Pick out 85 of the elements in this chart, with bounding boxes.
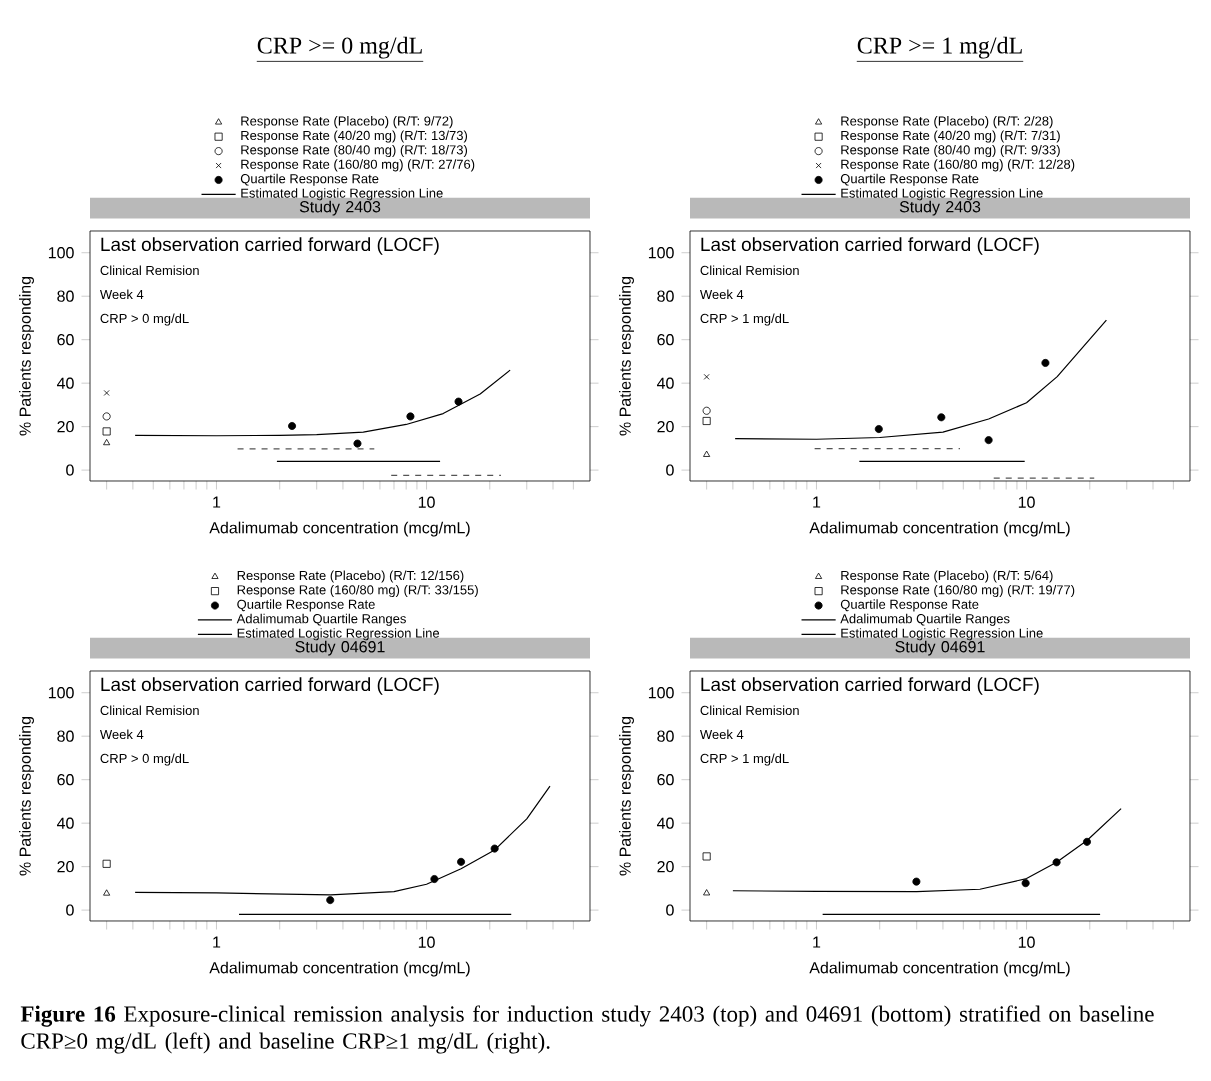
x-tick-label: 1: [813, 496, 821, 508]
x-tick-label: 10: [1018, 496, 1035, 508]
y-axis-title: % Patients responding: [619, 717, 634, 876]
legend-label: Response Rate (Placebo) (R/T: 2/28): [841, 116, 1053, 129]
y-tick-label: 100: [648, 247, 674, 259]
x-tick-label: 1: [813, 936, 821, 948]
legend-label: Adalimumab Quartile Ranges: [840, 613, 1010, 626]
annotation: CRP > 1 mg/dL: [700, 313, 789, 326]
legend-label: Response Rate (40/20 mg) (R/T: 7/31): [841, 130, 1060, 143]
annotation: Week 4: [699, 729, 744, 740]
legend-label: Response Rate (80/40 mg) (R/T: 18/73): [241, 144, 468, 158]
annotation: Last observation carried forward (LOCF): [101, 237, 439, 255]
y-tick-label: 40: [56, 817, 74, 829]
legend-label: Response Rate (Placebo) (R/T: 5/64): [841, 570, 1053, 583]
y-tick-label: 20: [657, 860, 674, 873]
y-tick-label: 60: [657, 774, 674, 786]
y-tick-label: 80: [57, 290, 74, 302]
annotation: Week 4: [99, 289, 144, 300]
y-tick-label: 60: [657, 334, 674, 346]
chart-title: Study 04691: [895, 640, 985, 656]
y-tick-label: 100: [48, 247, 74, 259]
legend-label: Response Rate (160/80 mg) (R/T: 19/77): [841, 584, 1075, 598]
legend-label: Adalimumab Quartile Ranges: [236, 613, 406, 626]
x-tick-label: 10: [418, 496, 435, 508]
y-tick-label: 80: [657, 290, 674, 302]
text: Figure 16 Exposure-clinical remission analysis for induction study 2403 (top) and 04691 (bottom) stratified on baseline CRP≥0 mg/dL (left) and baseline CRP≥1 mg/dL (right).: [20, 1005, 1154, 1054]
chart-title: Study 04691: [295, 640, 385, 656]
annotation: CRP > 0 mg/dL: [100, 753, 189, 766]
x-axis-title: Adalimumab concentration (mcg/mL): [809, 961, 1070, 977]
x-tick-label: 10: [1018, 936, 1035, 948]
chart-title: Study 2403: [299, 200, 381, 216]
x-axis-title: Adalimumab concentration (mcg/mL): [209, 521, 470, 537]
legend-label: Estimated Logistic Regression Line: [237, 628, 440, 641]
legend-label: Response Rate (80/40 mg) (R/T: 9/33): [841, 144, 1060, 158]
annotation: Last observation carried forward (LOCF): [701, 237, 1039, 255]
y-tick-label: 40: [56, 377, 74, 389]
annotation: Clinical Remision: [700, 705, 799, 716]
annotation: Clinical Remision: [100, 265, 199, 276]
legend-label: Estimated Logistic Regression Line: [241, 188, 443, 201]
annotation: Week 4: [99, 729, 144, 740]
y-tick-label: 0: [66, 904, 74, 916]
chart-title: Study 2403: [899, 200, 981, 216]
legend-label: Response Rate (Placebo) (R/T: 9/72): [241, 116, 453, 129]
y-axis-title: % Patients responding: [19, 277, 34, 436]
y-tick-label: 80: [657, 730, 674, 742]
annotation: Week 4: [699, 289, 744, 300]
annotation: CRP > 0 mg/dL: [100, 313, 189, 326]
x-axis-title: Adalimumab concentration (mcg/mL): [209, 961, 470, 977]
y-tick-label: 20: [57, 860, 74, 873]
annotation: Clinical Remision: [100, 705, 199, 716]
y-tick-label: 0: [666, 464, 674, 476]
legend-label: Response Rate (160/80 mg) (R/T: 33/155): [237, 584, 478, 598]
y-tick-label: 40: [656, 817, 674, 829]
x-tick-label: 10: [418, 936, 435, 948]
annotation: Clinical Remision: [700, 265, 799, 276]
legend-label: Response Rate (160/80 mg) (R/T: 12/28): [841, 159, 1075, 172]
y-tick-label: 100: [648, 687, 674, 699]
y-axis-title: % Patients responding: [19, 717, 34, 876]
legend-label: Quartile Response Rate: [240, 173, 379, 186]
y-tick-label: 40: [656, 377, 674, 389]
y-tick-label: 20: [657, 420, 674, 433]
y-tick-label: 0: [66, 464, 74, 476]
y-axis-title: % Patients responding: [619, 277, 634, 436]
chart-subtitle: CRP >= 1 mg/dL: [857, 36, 1022, 59]
x-tick-label: 1: [213, 496, 221, 508]
legend-label: Quartile Response Rate: [237, 599, 375, 612]
annotation: Last observation carried forward (LOCF): [701, 677, 1039, 695]
legend-label: Response Rate (40/20 mg) (R/T: 13/73): [241, 130, 468, 143]
y-tick-label: 60: [57, 774, 74, 786]
x-axis-title: Adalimumab concentration (mcg/mL): [809, 521, 1070, 537]
legend-label: Quartile Response Rate: [840, 599, 979, 612]
annotation: Last observation carried forward (LOCF): [101, 677, 439, 695]
y-tick-label: 100: [48, 687, 74, 699]
y-tick-label: 0: [666, 904, 674, 916]
x-tick-label: 1: [213, 936, 221, 948]
legend-label: Response Rate (Placebo) (R/T: 12/156): [237, 570, 464, 583]
legend-label: Estimated Logistic Regression Line: [841, 188, 1043, 201]
chart-subtitle: CRP >= 0 mg/dL: [257, 36, 422, 59]
y-tick-label: 60: [57, 334, 74, 346]
legend-label: Quartile Response Rate: [840, 173, 979, 186]
y-tick-label: 80: [57, 730, 74, 742]
legend-label: Response Rate (160/80 mg) (R/T: 27/76): [241, 159, 475, 172]
annotation: CRP > 1 mg/dL: [700, 753, 789, 766]
y-tick-label: 20: [57, 420, 74, 433]
legend-label: Estimated Logistic Regression Line: [841, 628, 1043, 641]
